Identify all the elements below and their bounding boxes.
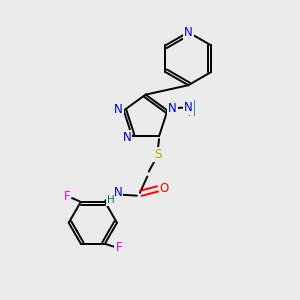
Text: N: N xyxy=(122,131,131,144)
Text: H: H xyxy=(106,195,114,205)
Text: O: O xyxy=(160,182,169,195)
Text: N: N xyxy=(184,101,193,114)
Text: N: N xyxy=(113,186,122,199)
Text: F: F xyxy=(116,241,122,254)
Text: S: S xyxy=(154,148,161,161)
Text: F: F xyxy=(64,190,70,203)
Text: H: H xyxy=(188,109,196,118)
Text: N: N xyxy=(114,103,123,116)
Text: N: N xyxy=(184,26,193,39)
Text: N: N xyxy=(168,102,177,115)
Text: H: H xyxy=(188,100,196,110)
